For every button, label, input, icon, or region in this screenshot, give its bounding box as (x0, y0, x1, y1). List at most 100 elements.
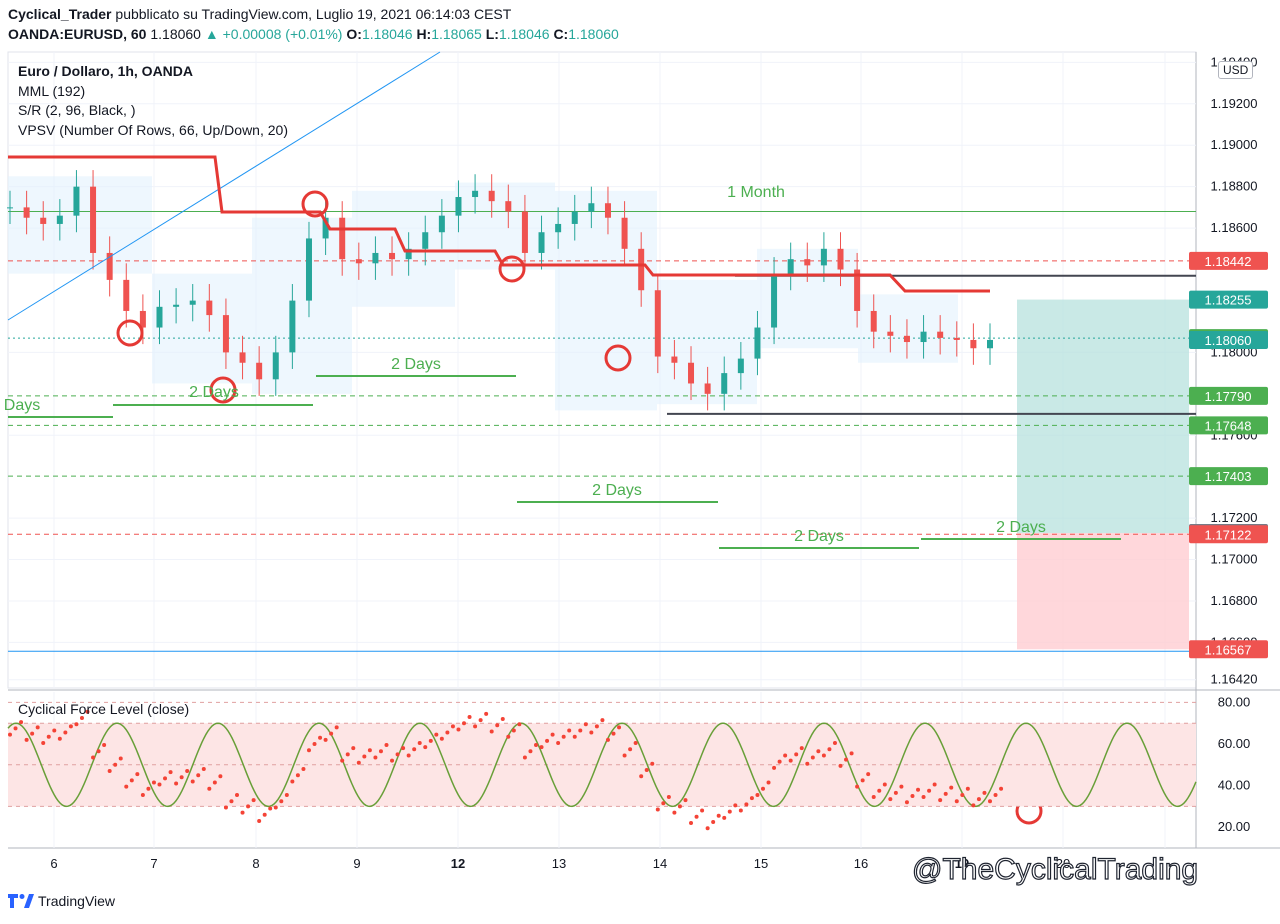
osc-dot (140, 792, 145, 797)
legend-vpsv[interactable]: VPSV (Number Of Rows, 66, Up/Down, 20) (18, 121, 288, 138)
osc-dot (135, 772, 140, 777)
candle-body (156, 306, 163, 328)
osc-dot (572, 734, 577, 739)
price-tag (1189, 467, 1268, 486)
osc-dot (262, 812, 267, 817)
candle-body (937, 331, 944, 338)
osc-dot (268, 806, 273, 811)
price-tick-label: 1.17200 (1211, 510, 1258, 525)
osc-dot (617, 725, 622, 730)
osc-dot (24, 737, 29, 742)
osc-dot (578, 728, 583, 733)
candle-body (7, 207, 13, 209)
osc-dot (218, 774, 223, 779)
osc-tick-label: 60.00 (1218, 736, 1251, 751)
ohlc-header: OANDA:EURUSD, 60 1.18060 ▲ +0.00008 (+0.… (8, 26, 619, 42)
target-zone (1017, 299, 1189, 534)
price-tick-label: 1.19000 (1211, 137, 1258, 152)
legend-mml[interactable]: MML (192) (18, 82, 86, 99)
osc-dot (384, 743, 389, 748)
osc-dot (306, 748, 311, 753)
osc-dot (794, 752, 799, 757)
candle-body (239, 352, 246, 363)
osc-dot (212, 780, 217, 785)
candle-body (322, 217, 329, 239)
candle-body (472, 190, 479, 198)
osc-dot (85, 709, 90, 714)
candle-body (721, 373, 728, 394)
candle-body (704, 383, 711, 394)
price-tag (1189, 290, 1268, 309)
osc-dot (124, 784, 129, 789)
osc-dot (921, 795, 926, 800)
osc-dot (334, 725, 339, 730)
osc-dot (257, 818, 262, 823)
osc-dot (35, 725, 40, 730)
osc-dot (716, 813, 721, 818)
legend-sr[interactable]: S/R (2, 96, Black, ) (18, 102, 136, 118)
osc-dot (705, 826, 710, 831)
osc-dot (533, 743, 538, 748)
osc-dot (733, 803, 738, 808)
close-value: 1.18060 (568, 26, 619, 42)
price-tag (1189, 640, 1268, 659)
price-tag-label: 1.17648 (1205, 418, 1252, 433)
high-value: 1.18065 (431, 26, 482, 42)
osc-dot (838, 763, 843, 768)
osc-dot (450, 724, 455, 729)
currency-button[interactable]: USD (1218, 61, 1254, 79)
osc-dot (522, 755, 527, 760)
time-tick-label: 9 (353, 856, 360, 871)
close-label: C: (553, 26, 569, 42)
osc-tick-label: 40.00 (1218, 778, 1251, 793)
osc-dot (246, 804, 251, 809)
candle-body (90, 186, 97, 253)
candle-body (256, 362, 263, 380)
price-tag-label: 1.18255 (1205, 293, 1252, 308)
osc-dot (550, 732, 555, 737)
candle-body (389, 252, 396, 260)
osc-dot (500, 717, 505, 722)
time-tick-label: 14 (653, 856, 667, 871)
author-name[interactable]: Cyclical_Trader (8, 6, 112, 22)
publish-date: pubblicato su TradingView.com, Luglio 19… (115, 6, 512, 22)
price-tick-label: 1.16420 (1211, 672, 1258, 687)
price-tag-label: 1.16567 (1205, 642, 1252, 657)
osc-dot (185, 769, 190, 774)
time-tick-label: 12 (451, 856, 465, 871)
osc-dot (877, 788, 882, 793)
price-tag (1189, 386, 1268, 405)
oscillator-title[interactable]: Cyclical Force Level (close) (18, 701, 190, 717)
osc-dot (689, 821, 694, 826)
osc-dot (52, 728, 57, 733)
osc-dot (916, 787, 921, 792)
osc-dot (179, 775, 184, 780)
osc-dot (904, 800, 909, 805)
candle-body (106, 252, 113, 280)
cycle-label: 2 Days (996, 519, 1046, 536)
candle-body (588, 203, 595, 212)
osc-dot (373, 755, 378, 760)
price-tag-label: 1.18060 (1205, 333, 1252, 348)
candle-body (40, 217, 47, 224)
osc-dot (910, 794, 915, 798)
candle-body (820, 248, 827, 266)
osc-dot (473, 724, 478, 729)
profile-block (555, 190, 657, 411)
branding-label: TradingView (38, 893, 116, 909)
osc-dot (633, 740, 638, 745)
tradingview-logo[interactable]: TradingView (8, 893, 115, 909)
osc-dot (711, 820, 716, 824)
osc-dot (57, 736, 62, 741)
candle-body (688, 362, 695, 384)
osc-dot (893, 790, 898, 795)
time-tick-label: 13 (552, 856, 566, 871)
candle-body (787, 259, 794, 274)
osc-dot (323, 737, 328, 742)
osc-dot (168, 770, 173, 775)
candle-body (355, 259, 362, 264)
osc-dot (583, 722, 588, 727)
osc-dot (423, 745, 428, 750)
osc-dot (727, 809, 732, 814)
